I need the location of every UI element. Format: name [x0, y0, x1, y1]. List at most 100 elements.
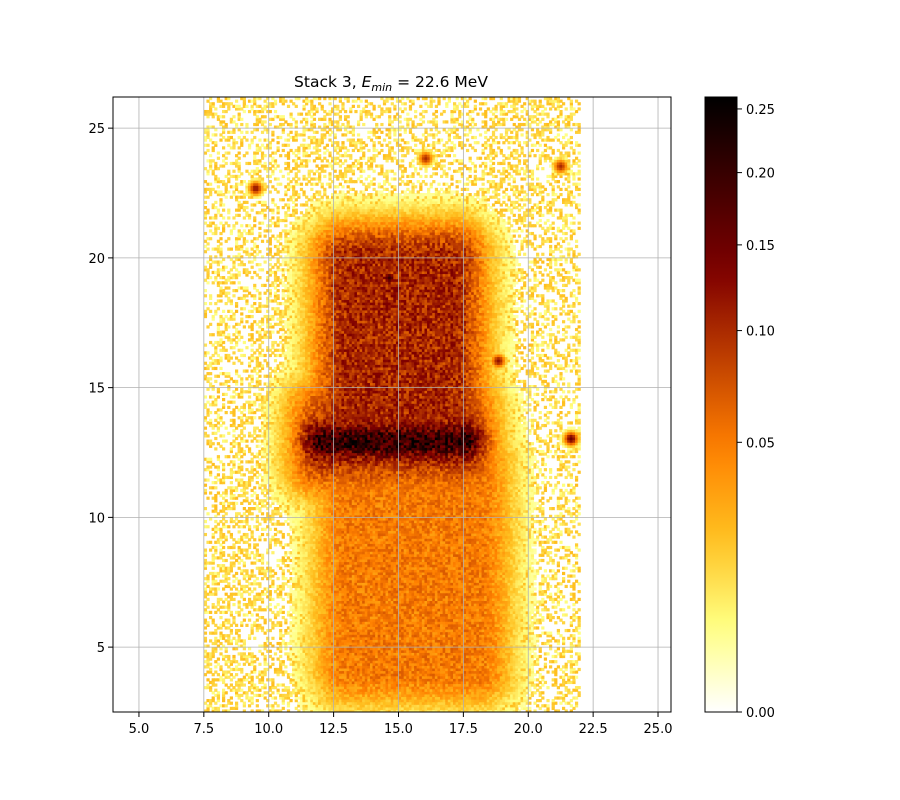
heatmap-cell: [557, 647, 560, 650]
heatmap-cell: [248, 619, 251, 622]
heatmap-cell: [565, 600, 568, 603]
heatmap-cell: [578, 616, 581, 619]
heatmap-cell: [544, 658, 547, 661]
heatmap-cell: [227, 619, 230, 622]
heatmap-cell: [567, 606, 570, 609]
heatmap-cell: [541, 691, 544, 694]
heatmap-cell: [217, 658, 220, 661]
heatmap-cell: [238, 600, 241, 603]
heatmap-cell: [282, 616, 285, 619]
heatmap-cell: [274, 696, 277, 699]
heatmap-cell: [287, 686, 290, 689]
heatmap-cell: [575, 702, 578, 705]
heatmap-cell: [269, 619, 272, 622]
heatmap-cell: [235, 702, 238, 705]
heatmap-cell: [238, 629, 241, 632]
heatmap-cell: [549, 613, 552, 616]
heatmap-cell: [554, 611, 557, 614]
heatmap-cell: [536, 626, 539, 629]
heatmap-cell: [219, 632, 222, 635]
heatmap-cell: [219, 598, 222, 601]
heatmap-cell: [559, 691, 562, 694]
heatmap-cell: [212, 603, 215, 606]
heatmap-cell: [274, 652, 277, 655]
heatmap-cell: [572, 634, 575, 637]
heatmap-cell: [282, 683, 285, 686]
heatmap-cell: [578, 637, 581, 640]
heatmap-cell: [554, 660, 557, 663]
heatmap-cell: [570, 655, 573, 658]
heatmap-cell: [546, 652, 549, 655]
heatmap-cell: [243, 639, 246, 642]
heatmap-cell: [214, 689, 217, 692]
heatmap-cell: [214, 637, 217, 640]
heatmap-cell: [204, 632, 207, 635]
heatmap-cell: [219, 616, 222, 619]
heatmap-cell: [271, 678, 274, 681]
heatmap-cell: [209, 639, 212, 642]
heatmap-cell: [528, 707, 531, 710]
heatmap-cell: [546, 699, 549, 702]
heatmap-cell: [578, 686, 581, 689]
heatmap-cell: [575, 676, 578, 679]
heatmap-cell: [279, 621, 282, 624]
heatmap-cell: [235, 673, 238, 676]
chart-title-suffix: = 22.6 MeV: [392, 73, 488, 91]
heatmap-cell: [256, 704, 259, 707]
heatmap-cell: [204, 619, 207, 622]
heatmap-cell: [549, 665, 552, 668]
heatmap-cell: [248, 598, 251, 601]
heatmap-cell: [232, 655, 235, 658]
heatmap-cell: [258, 663, 261, 666]
heatmap-cell: [243, 652, 246, 655]
heatmap-cell: [271, 637, 274, 640]
heatmap-cell: [253, 637, 256, 640]
heatmap-cell: [258, 650, 261, 653]
chart-title-prefix: Stack 3,: [294, 73, 362, 91]
heatmap-cell: [251, 652, 254, 655]
chart-title: Stack 3, Emin = 22.6 MeV: [294, 73, 488, 94]
heatmap-cell: [258, 606, 261, 609]
heatmap-cell: [258, 624, 261, 627]
heatmap-cell: [546, 686, 549, 689]
heatmap-cell: [227, 655, 230, 658]
heatmap-cell: [222, 689, 225, 692]
heatmap-cell: [269, 655, 272, 658]
heatmap-cell: [557, 665, 560, 668]
heatmap-cell: [544, 663, 547, 666]
heatmap-cell: [557, 639, 560, 642]
heatmap-cell: [271, 663, 274, 666]
heatmap-cell: [243, 619, 246, 622]
heatmap-cell: [240, 668, 243, 671]
heatmap-cell: [261, 616, 264, 619]
heatmap-cell: [282, 606, 285, 609]
heatmap-cell: [256, 613, 259, 616]
heatmap-cell: [557, 629, 560, 632]
heatmap-cell: [549, 632, 552, 635]
heatmap-cell: [578, 652, 581, 655]
heatmap-cell: [230, 683, 233, 686]
heatmap-cell: [209, 611, 212, 614]
heatmap-cell: [539, 655, 542, 658]
heatmap-cell: [279, 655, 282, 658]
heatmap-cell: [282, 707, 285, 710]
heatmap-cell: [230, 696, 233, 699]
heatmap-cell: [204, 650, 207, 653]
heatmap-cell: [232, 603, 235, 606]
heatmap-cell: [567, 629, 570, 632]
heatmap-cell: [572, 608, 575, 611]
heatmap-cell: [562, 707, 565, 710]
heatmap-cell: [274, 702, 277, 705]
heatmap-cell: [269, 650, 272, 653]
heatmap-cell: [269, 603, 272, 606]
heatmap-cell: [209, 616, 212, 619]
heatmap-cell: [578, 608, 581, 611]
heatmap-cell: [219, 652, 222, 655]
heatmap-cell: [277, 603, 280, 606]
heatmap-cell: [232, 637, 235, 640]
heatmap-cell: [279, 629, 282, 632]
heatmap-cell: [282, 660, 285, 663]
heatmap-cell: [565, 613, 568, 616]
heatmap-cell: [541, 626, 544, 629]
